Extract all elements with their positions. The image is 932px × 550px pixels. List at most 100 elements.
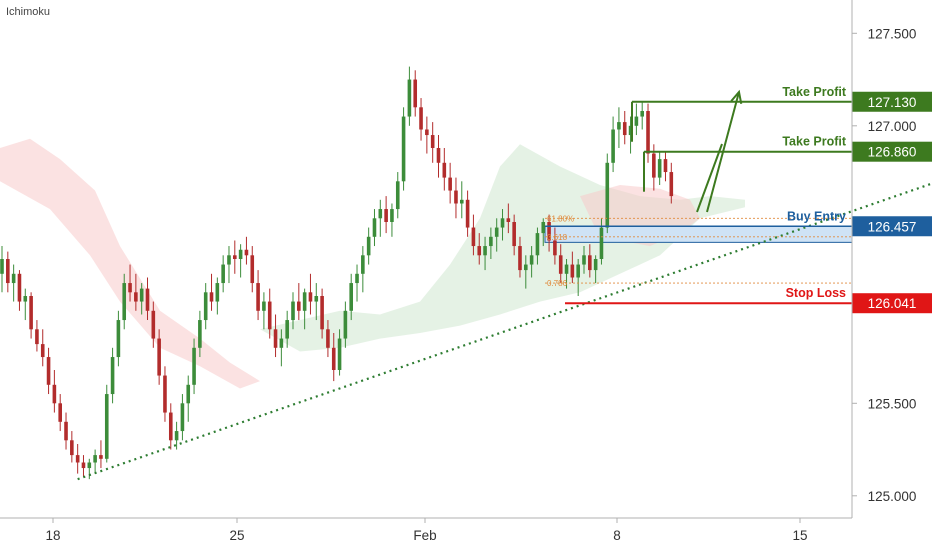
candle-body	[622, 122, 627, 136]
candle-body	[646, 111, 650, 154]
fib-levels: 61.80% 0.618 0.786	[545, 214, 852, 288]
candle-body	[314, 296, 319, 302]
price-levels: Take Profit 127.130 Take Profit 126.860 Buy …	[545, 85, 932, 314]
candle-body	[23, 296, 28, 302]
candle-body	[70, 440, 74, 456]
price-axis[interactable]: 125.000 125.500 127.000 127.500	[851, 0, 917, 518]
candle-body	[302, 292, 307, 311]
candle-body	[17, 273, 22, 302]
candle-body	[640, 111, 644, 117]
candle-body	[564, 264, 569, 274]
candle-body	[349, 283, 353, 311]
level-price-tag	[852, 293, 932, 314]
candle-body	[593, 259, 598, 271]
candle-body	[233, 255, 237, 259]
candle-body	[355, 273, 359, 284]
candle-body	[203, 292, 208, 321]
candle-body	[570, 264, 575, 278]
candle-body	[64, 421, 68, 441]
candle-body	[186, 384, 191, 404]
candle-body	[244, 249, 249, 256]
fib-label: 0.786	[547, 279, 568, 288]
candle-body	[221, 264, 225, 284]
arrow-to-tp1-head	[730, 89, 743, 104]
candle-body	[413, 79, 418, 108]
level-price-tag	[852, 91, 932, 112]
candle-body	[227, 255, 231, 265]
candle-body	[0, 259, 4, 274]
candle-body	[192, 347, 196, 385]
level-price-value: 126.457	[868, 219, 917, 234]
indicator-label[interactable]: Ichimoku	[6, 6, 51, 18]
time-tick-label: 8	[613, 528, 621, 543]
candle-body	[134, 292, 138, 302]
candle-body	[139, 288, 144, 302]
candle-body	[279, 338, 284, 348]
level-price-tag	[852, 216, 932, 237]
time-tick-label: 15	[792, 528, 807, 543]
candle-body	[611, 129, 615, 163]
candle-body	[442, 162, 447, 178]
price-tick-label: 127.000	[868, 119, 917, 134]
candle-body	[29, 296, 33, 330]
candle-body	[198, 320, 202, 348]
candle-body	[500, 218, 505, 228]
candle-body	[308, 292, 313, 302]
level-price-tag	[852, 141, 932, 162]
candle-body	[663, 159, 668, 173]
price-tick-label: 125.500	[868, 396, 917, 411]
candle-body	[459, 199, 464, 204]
candle-body	[320, 296, 324, 330]
candle-body	[58, 403, 62, 422]
trendline	[77, 182, 932, 481]
price-tick-label: 127.500	[868, 26, 917, 41]
arrow-to-tp1	[706, 91, 740, 213]
candle-body	[297, 301, 301, 311]
candle-body	[553, 240, 557, 256]
candle-body	[99, 455, 103, 459]
candle-body	[471, 227, 476, 247]
arrow-to-tp2	[696, 143, 723, 213]
candle-body	[588, 255, 592, 271]
candle-body	[157, 338, 161, 376]
level-label: Take Profit	[782, 85, 847, 99]
candle-body	[104, 394, 109, 459]
candle-body	[628, 125, 633, 136]
candle-body	[617, 122, 621, 130]
candle-body	[128, 283, 132, 293]
candle-body	[366, 236, 371, 256]
buy-zone-rect	[544, 225, 853, 243]
candle-body	[40, 344, 45, 358]
level-label: Buy Entry	[787, 209, 846, 223]
candle-body	[361, 255, 365, 274]
candle-body	[262, 301, 266, 311]
candle-body	[448, 177, 452, 191]
candle-body	[180, 403, 185, 432]
candle-body	[93, 455, 97, 463]
candle-body	[110, 357, 115, 395]
candle-body	[331, 347, 336, 370]
candle-body	[483, 246, 487, 256]
target-arrows	[696, 89, 743, 213]
time-tick-label: 18	[45, 528, 60, 543]
ascending-trendline	[77, 182, 932, 481]
candle-body	[384, 209, 388, 222]
candle-body	[326, 329, 330, 348]
candle-body	[6, 259, 10, 284]
candle-body	[419, 107, 423, 130]
time-axis[interactable]: 18 25 Feb 8 15	[0, 517, 852, 543]
candle-body	[669, 172, 674, 197]
candle-body	[430, 135, 435, 148]
candle-body	[652, 153, 656, 178]
candle-body	[238, 249, 243, 259]
candle-body	[35, 329, 39, 345]
candle-body	[209, 292, 214, 302]
candle-body	[506, 218, 511, 222]
candle-body	[390, 209, 394, 222]
candle-body	[291, 301, 295, 321]
candle-body	[524, 264, 528, 271]
candle-body	[11, 273, 16, 284]
candle-body	[343, 310, 348, 339]
level-price-value: 126.860	[868, 145, 917, 160]
